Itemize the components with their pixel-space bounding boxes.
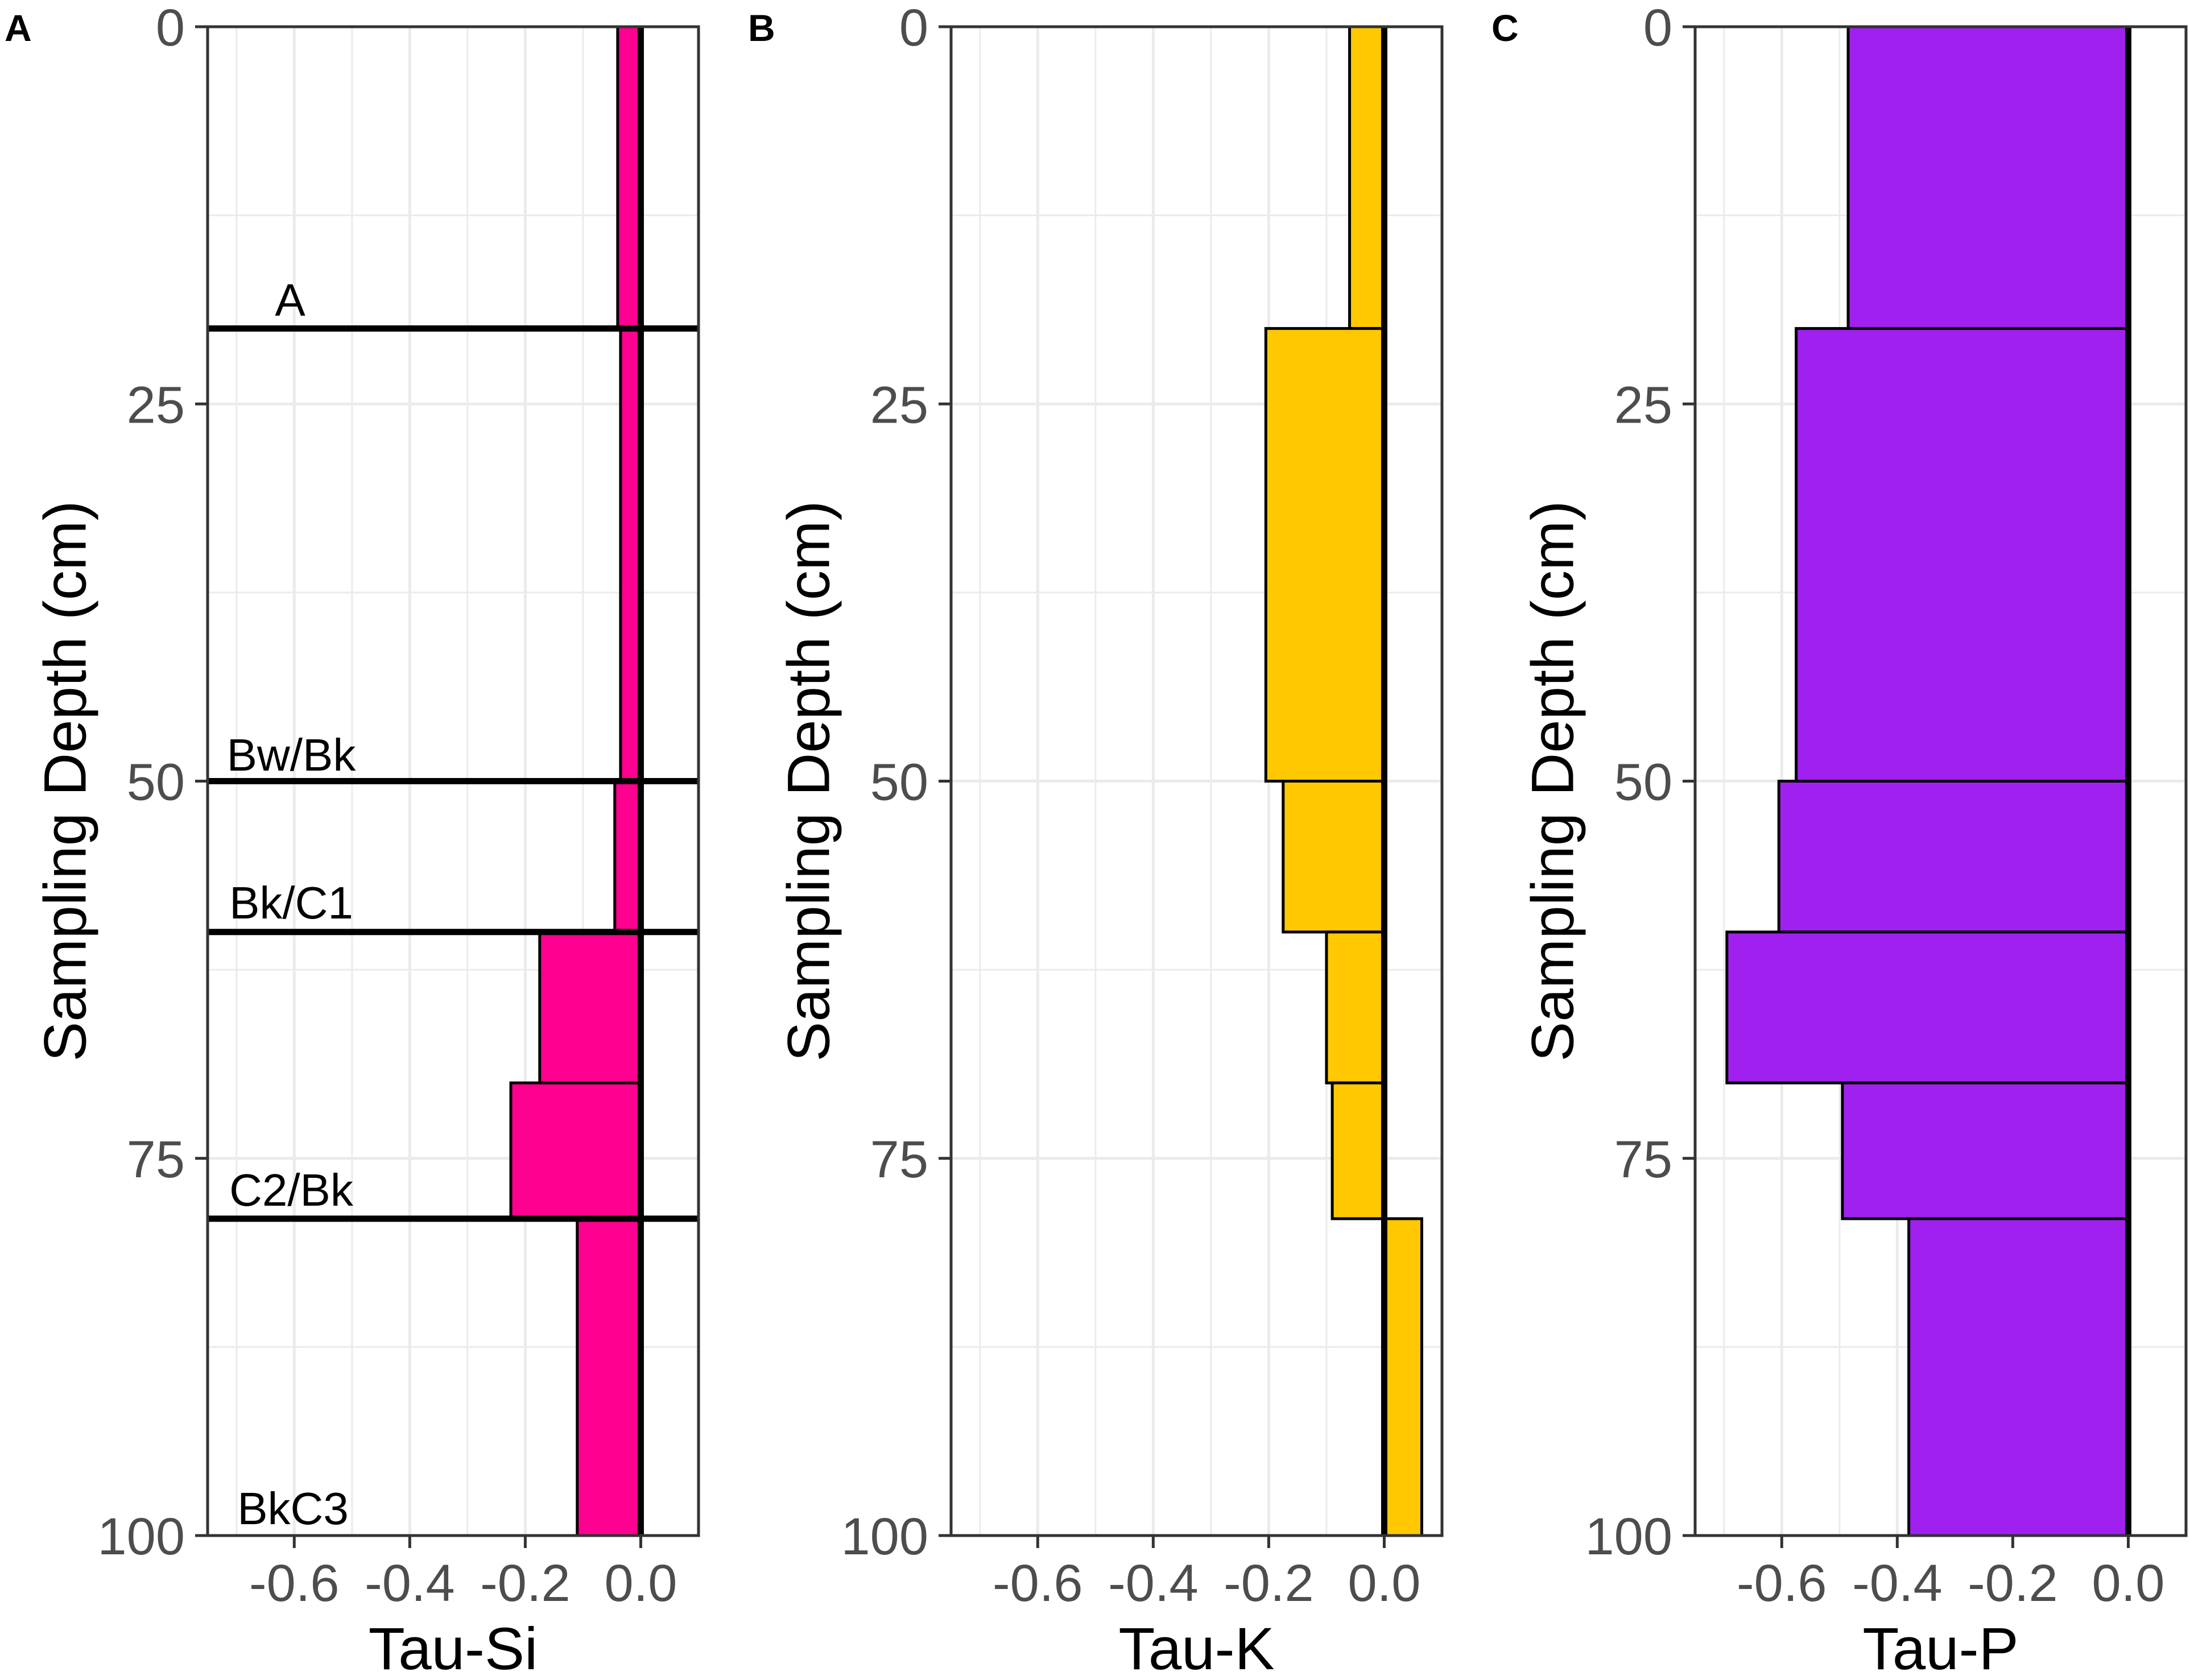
x-tick-label: -0.6 <box>993 1554 1083 1612</box>
chart-panel-a: A Bw/Bk Bk/C1 C2/Bk BkC3 -0.6 -0.4 -0.2 0.0 0 25 50… <box>5 0 700 1680</box>
bar-5 <box>1841 1081 2130 1220</box>
bar-6 <box>1907 1217 2130 1537</box>
horizon-label: C2/Bk <box>229 1165 354 1215</box>
y-tick-label: 50 <box>127 754 185 812</box>
x-tick-label: -0.2 <box>480 1554 571 1612</box>
x-tick-label: -0.6 <box>249 1554 340 1612</box>
bar-4 <box>1325 930 1386 1085</box>
bar-6 <box>576 1217 642 1537</box>
panel-label: A <box>5 7 32 49</box>
bar-6 <box>1382 1217 1423 1537</box>
bar-1 <box>1846 25 2130 330</box>
bar-2 <box>1795 327 2130 783</box>
x-axis-title: Tau-Si <box>369 1616 538 1680</box>
x-tick-label: -0.4 <box>1852 1554 1943 1612</box>
y-tick-label: 75 <box>1614 1131 1672 1189</box>
x-tick-label: -0.4 <box>1108 1554 1199 1612</box>
panel-label: C <box>1491 7 1519 49</box>
y-tick-label: 0 <box>1643 0 1672 57</box>
horizon-label: BkC3 <box>237 1483 349 1534</box>
y-tick-label: 25 <box>1614 376 1672 434</box>
y-tick-label: 100 <box>1585 1508 1673 1566</box>
bar-3 <box>613 780 642 934</box>
y-tick-label: 75 <box>870 1131 928 1189</box>
x-tick-label: -0.2 <box>1968 1554 2058 1612</box>
chart-panel-b: -0.6 -0.4 -0.2 0.0 0 25 50 75 100 Tau-K Sampling D… <box>748 0 1444 1680</box>
x-axis-title: Tau-P <box>1862 1616 2018 1680</box>
y-axis-title: Sampling Depth (cm) <box>776 500 842 1061</box>
bar-5 <box>1330 1081 1386 1220</box>
y-tick-label: 50 <box>870 754 928 812</box>
horizon-label: Bw/Bk <box>227 730 357 780</box>
x-axis-title: Tau-K <box>1118 1616 1274 1680</box>
y-axis-title: Sampling Depth (cm) <box>32 500 99 1061</box>
panel-label: B <box>748 7 775 49</box>
bar-1 <box>616 25 642 330</box>
x-tick-label: 0.0 <box>2092 1554 2165 1612</box>
x-tick-label: 0.0 <box>605 1554 677 1612</box>
bar-1 <box>1348 25 1386 330</box>
horizon-label: A <box>275 275 305 325</box>
bar-2 <box>1264 327 1386 783</box>
bar-5 <box>509 1081 642 1220</box>
y-tick-label: 25 <box>127 376 185 434</box>
x-tick-label: -0.2 <box>1224 1554 1314 1612</box>
y-axis-title: Sampling Depth (cm) <box>1520 500 1586 1061</box>
y-tick-label: 25 <box>870 376 928 434</box>
y-tick-label: 0 <box>156 0 185 57</box>
horizon-label: Bk/C1 <box>229 878 353 928</box>
y-tick-label: 75 <box>127 1131 185 1189</box>
bar-3 <box>1282 780 1386 934</box>
y-tick-label: 100 <box>98 1508 185 1566</box>
chart-panel-c: -0.6 -0.4 -0.2 0.0 0 25 50 75 100 Tau-P Sampling D… <box>1491 0 2188 1680</box>
x-tick-label: -0.6 <box>1737 1554 1827 1612</box>
y-tick-label: 0 <box>899 0 928 57</box>
bar-4 <box>538 930 642 1085</box>
bar-4 <box>1725 930 2130 1085</box>
bar-3 <box>1777 780 2130 934</box>
y-tick-label: 100 <box>841 1508 929 1566</box>
x-tick-label: 0.0 <box>1348 1554 1421 1612</box>
y-tick-label: 50 <box>1614 754 1672 812</box>
x-tick-label: -0.4 <box>365 1554 455 1612</box>
